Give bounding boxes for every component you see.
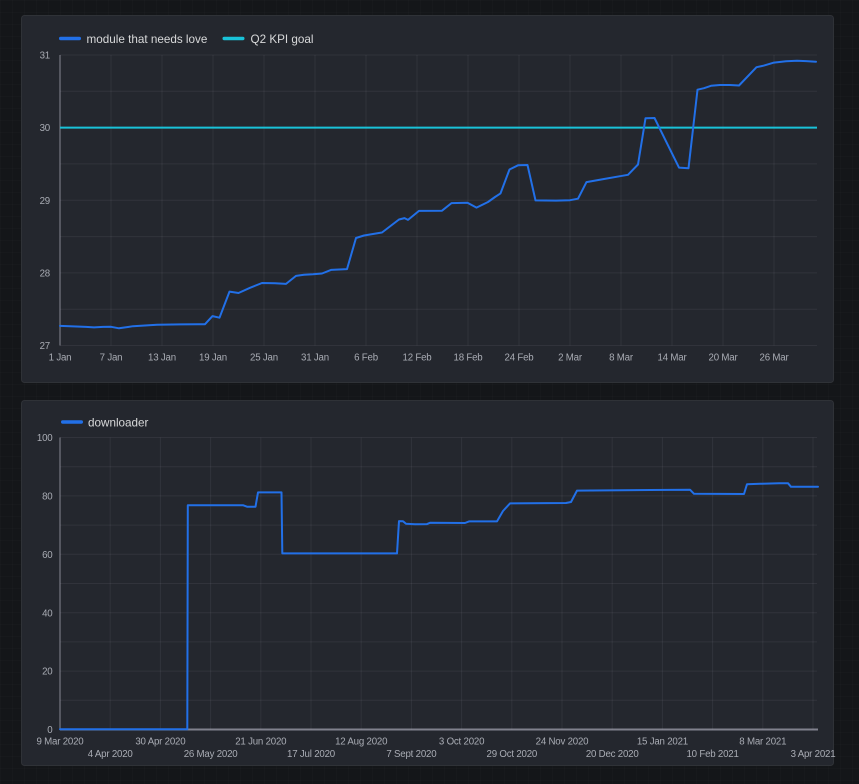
svg-text:24 Nov 2020: 24 Nov 2020 (536, 737, 590, 748)
svg-text:30 Apr 2020: 30 Apr 2020 (135, 737, 186, 748)
svg-text:2 Mar: 2 Mar (558, 353, 583, 364)
svg-text:0: 0 (47, 725, 53, 736)
svg-text:17 Jul 2020: 17 Jul 2020 (287, 749, 336, 760)
svg-text:downloader: downloader (88, 417, 149, 430)
svg-text:13 Jan: 13 Jan (148, 353, 176, 364)
svg-text:19 Jan: 19 Jan (199, 353, 227, 364)
svg-text:29 Oct 2020: 29 Oct 2020 (487, 749, 538, 760)
svg-text:7 Sept 2020: 7 Sept 2020 (386, 749, 437, 760)
svg-text:30: 30 (40, 123, 51, 134)
svg-text:28: 28 (40, 269, 50, 280)
svg-text:12 Aug 2020: 12 Aug 2020 (335, 737, 388, 748)
svg-text:60: 60 (42, 550, 53, 561)
svg-text:8 Mar: 8 Mar (609, 353, 634, 364)
svg-text:10 Feb 2021: 10 Feb 2021 (686, 749, 738, 760)
svg-text:3 Apr 2021: 3 Apr 2021 (791, 749, 836, 760)
svg-text:15 Jan 2021: 15 Jan 2021 (637, 737, 688, 748)
svg-text:100: 100 (37, 433, 53, 444)
svg-text:31: 31 (40, 51, 50, 62)
svg-text:29: 29 (40, 196, 50, 207)
svg-text:9 Mar 2020: 9 Mar 2020 (36, 737, 84, 748)
svg-text:7 Jan: 7 Jan (100, 353, 123, 364)
svg-text:8 Mar 2021: 8 Mar 2021 (739, 737, 786, 748)
svg-text:80: 80 (42, 492, 53, 503)
svg-text:26 May 2020: 26 May 2020 (184, 749, 239, 760)
svg-text:Q2 KPI goal: Q2 KPI goal (251, 33, 314, 46)
svg-text:26 Mar: 26 Mar (760, 353, 790, 364)
svg-text:14 Mar: 14 Mar (658, 353, 688, 364)
svg-text:6 Feb: 6 Feb (354, 353, 378, 364)
svg-text:20 Dec 2020: 20 Dec 2020 (586, 749, 640, 760)
svg-text:module that needs love: module that needs love (87, 33, 208, 46)
svg-text:40: 40 (42, 608, 53, 619)
svg-text:31 Jan: 31 Jan (301, 353, 329, 364)
svg-text:20 Mar: 20 Mar (709, 353, 739, 364)
svg-text:18 Feb: 18 Feb (454, 353, 483, 364)
svg-text:12 Feb: 12 Feb (403, 353, 432, 364)
svg-text:21 Jun 2020: 21 Jun 2020 (235, 737, 287, 748)
svg-text:25 Jan: 25 Jan (250, 353, 278, 364)
svg-text:4 Apr 2020: 4 Apr 2020 (88, 749, 134, 760)
svg-text:27: 27 (40, 341, 50, 352)
svg-text:3 Oct 2020: 3 Oct 2020 (439, 737, 485, 748)
svg-text:1 Jan: 1 Jan (49, 353, 72, 364)
svg-text:20: 20 (42, 667, 53, 678)
svg-text:24 Feb: 24 Feb (505, 353, 534, 364)
